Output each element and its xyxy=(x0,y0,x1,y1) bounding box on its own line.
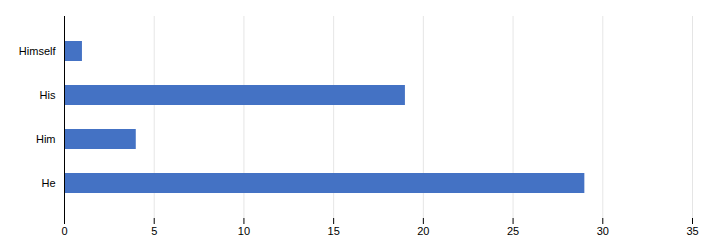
svg-text:Him: Him xyxy=(36,133,56,145)
svg-text:5: 5 xyxy=(151,225,157,237)
svg-text:20: 20 xyxy=(417,225,429,237)
svg-text:35: 35 xyxy=(686,225,698,237)
svg-text:15: 15 xyxy=(328,225,340,237)
svg-text:25: 25 xyxy=(507,225,519,237)
svg-text:0: 0 xyxy=(61,225,67,237)
svg-text:He: He xyxy=(41,177,55,189)
svg-text:Himself: Himself xyxy=(19,45,57,57)
svg-text:His: His xyxy=(40,89,56,101)
svg-text:10: 10 xyxy=(238,225,250,237)
svg-text:30: 30 xyxy=(597,225,609,237)
